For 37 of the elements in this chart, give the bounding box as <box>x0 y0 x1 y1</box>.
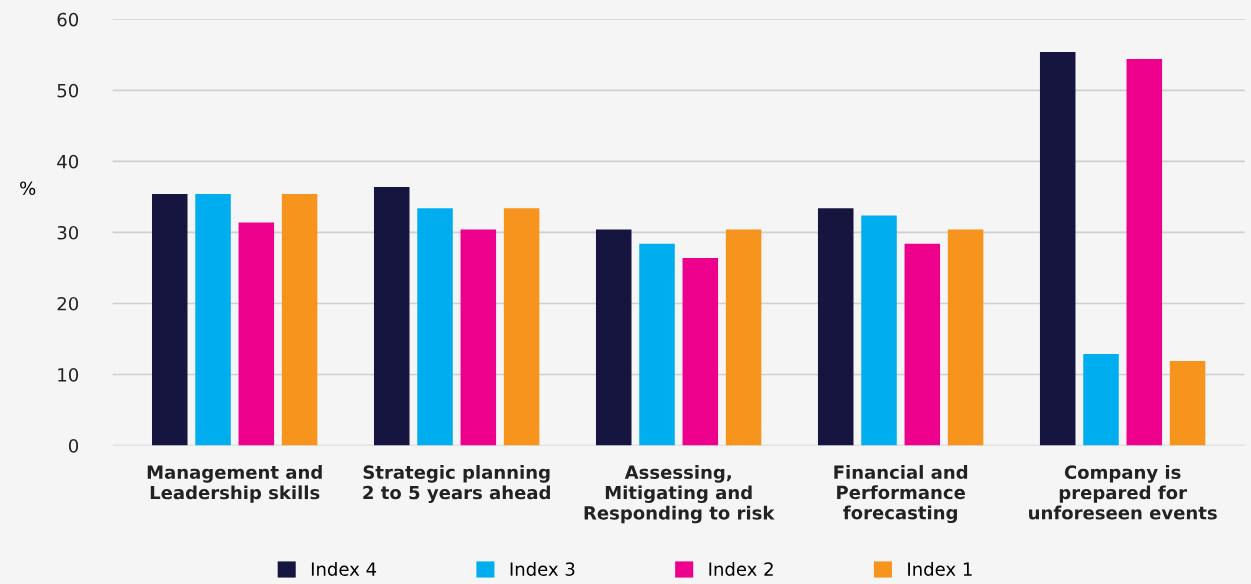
legend-label: Index 1 <box>908 561 972 576</box>
y-axis-title: % <box>20 181 36 196</box>
bar <box>1169 361 1206 446</box>
bar <box>195 194 231 446</box>
y-tick-label: 30 <box>57 225 79 240</box>
y-tick-label: 40 <box>57 154 79 169</box>
legend-label: Index 2 <box>709 561 773 576</box>
y-tick-label: 0 <box>68 439 79 453</box>
legend-label: Index 4 <box>311 561 377 576</box>
x-tick-label: Assessing, Mitigating and Responding to risk <box>584 465 775 524</box>
bar <box>460 229 497 446</box>
bar <box>503 208 540 446</box>
bar <box>417 208 453 446</box>
legend-label: Index 3 <box>510 561 575 576</box>
y-tick-label: 20 <box>57 296 79 311</box>
bar <box>725 229 762 446</box>
y-tick-label: 10 <box>58 368 79 382</box>
bar <box>281 194 318 446</box>
bar <box>151 194 188 446</box>
bar <box>238 222 275 446</box>
bar <box>595 229 632 446</box>
y-tick-label: 60 <box>57 12 79 27</box>
bar <box>904 243 941 446</box>
y-tick-label: 50 <box>57 83 79 98</box>
x-tick-label: Company is prepared for unforeseen events <box>1029 465 1217 520</box>
bar <box>1039 51 1076 446</box>
x-tick-label: Management and Leadership skills <box>147 465 322 503</box>
bar <box>1083 353 1119 446</box>
bar <box>817 208 854 446</box>
x-tick-label: Strategic planning 2 to 5 years ahead <box>363 465 550 504</box>
bar <box>861 215 897 446</box>
bar <box>947 229 984 446</box>
bar <box>373 186 410 446</box>
bar <box>682 258 719 446</box>
x-tick-label: Financial and Performance forecasting <box>834 465 968 524</box>
bar <box>1126 59 1163 446</box>
bar <box>639 243 675 446</box>
